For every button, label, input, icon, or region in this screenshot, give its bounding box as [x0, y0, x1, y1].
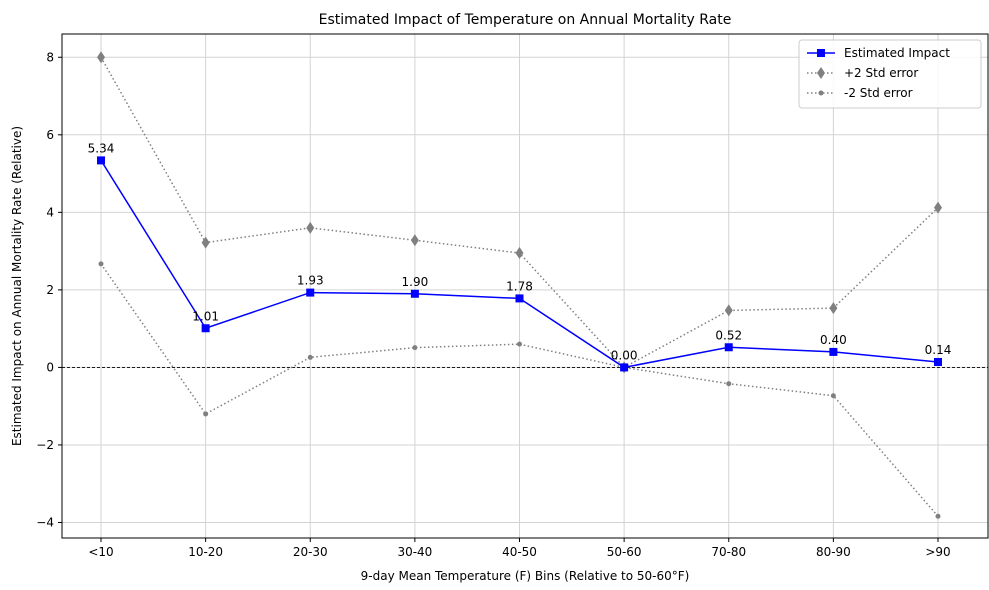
legend-box	[798, 39, 982, 109]
data-label: 1.90	[402, 275, 429, 289]
y-tick-label: −4	[36, 515, 54, 529]
series-point	[201, 236, 210, 249]
series-point	[201, 324, 210, 333]
y-tick-label: 4	[46, 205, 54, 219]
series-point	[830, 393, 836, 399]
x-tick-label: 10-20	[188, 545, 223, 559]
legend: Estimated Impact +2 Std error -2 Std error	[798, 39, 982, 109]
x-tick-label: 20-30	[293, 545, 328, 559]
series-point	[829, 302, 838, 315]
x-tick-label: 30-40	[397, 545, 432, 559]
series-point	[517, 341, 522, 347]
x-tick-label: 80-90	[816, 545, 851, 559]
data-label: 0.40	[820, 333, 847, 347]
series-point	[97, 156, 105, 165]
data-label: 1.93	[297, 274, 324, 288]
series-point	[515, 294, 524, 303]
series-point	[306, 288, 315, 297]
plot-frame	[61, 33, 989, 539]
series-point	[307, 354, 313, 360]
grid	[62, 34, 988, 538]
x-tick-label: 50-60	[607, 545, 642, 559]
series-layer	[97, 51, 942, 519]
data-label: 1.01	[192, 309, 219, 323]
x-axis: <10 10-20 20-30 30-40 40-50 50-60 70-80 80-90 >9…	[88, 538, 951, 559]
series-point	[203, 411, 209, 417]
series-point	[410, 289, 419, 298]
data-label: 0.00	[611, 348, 638, 362]
data-label: 0.14	[925, 343, 952, 357]
legend-marker	[817, 49, 825, 57]
legend-label: Estimated Impact	[844, 46, 950, 60]
series-point	[829, 347, 838, 356]
legend-item: -2 Std error	[807, 86, 913, 100]
y-tick-label: 8	[46, 50, 54, 64]
y-tick-label: 2	[46, 283, 54, 297]
y-axis-title: Estimated Impact on Annual Mortality Rat…	[10, 126, 24, 446]
y-tick-label: 6	[46, 128, 54, 142]
series-point	[724, 304, 733, 317]
series-point	[515, 247, 524, 260]
y-tick-label: −2	[36, 438, 54, 452]
legend-marker	[817, 67, 825, 79]
series-point	[410, 234, 419, 247]
series-point	[934, 201, 942, 214]
legend-item: Estimated Impact	[807, 46, 950, 60]
x-tick-label: <10	[88, 545, 113, 559]
data-label: 5.34	[88, 141, 115, 155]
x-tick-label: 40-50	[502, 545, 537, 559]
series-point	[935, 513, 941, 519]
legend-label: +2 Std error	[844, 66, 918, 80]
series-point	[934, 357, 942, 366]
data-labels: 5.34 1.01 1.93 1.90 1.78 0.00 0.52 0.40 0.14	[88, 141, 952, 362]
x-tick-label: >90	[925, 545, 950, 559]
legend-marker	[818, 90, 824, 96]
legend-label: -2 Std error	[844, 86, 913, 100]
y-tick-label: 0	[46, 360, 54, 374]
series-point	[724, 343, 733, 352]
series-point	[306, 221, 315, 234]
series-point	[726, 381, 732, 387]
series-point	[97, 51, 105, 64]
series-point	[412, 345, 418, 351]
x-axis-title: 9-day Mean Temperature (F) Bins (Relativ…	[361, 569, 690, 583]
series-0	[97, 156, 942, 372]
data-label: 0.52	[715, 328, 742, 342]
series-point	[620, 363, 629, 372]
legend-item: +2 Std error	[807, 66, 918, 80]
chart-title: Estimated Impact of Temperature on Annua…	[319, 12, 732, 28]
y-axis: −4 −2 0 2 4 6 8	[36, 50, 62, 529]
series-point	[98, 261, 104, 267]
data-label: 1.78	[506, 279, 533, 293]
x-tick-label: 70-80	[711, 545, 746, 559]
